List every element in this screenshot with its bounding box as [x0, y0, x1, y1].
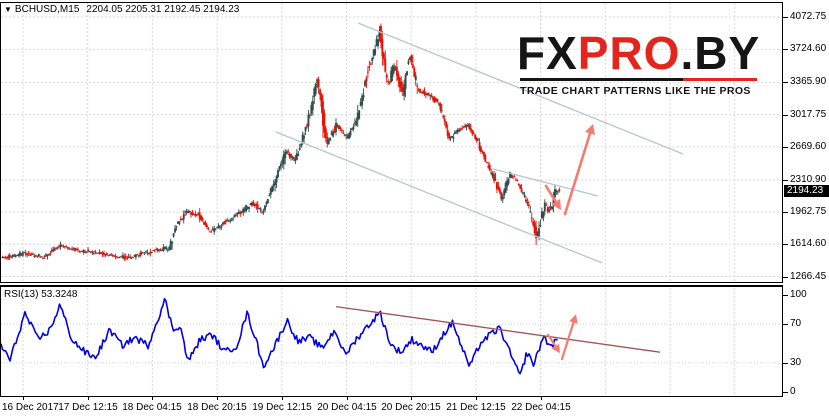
time-tick-label: 21 Dec 12:15	[446, 402, 506, 413]
price-tick-label: 1266.45	[790, 271, 827, 282]
time-tick-mark	[347, 397, 348, 400]
time-axis[interactable]: 16 Dec 2017 17 Dec 12:15 18 Dec 04:15 18 De…	[0, 396, 783, 420]
price-tick-label: 1962.75	[790, 206, 827, 217]
rsi-tick-mark	[783, 363, 788, 364]
rsi-tick-label: 30	[790, 357, 802, 368]
rsi-tick-label: 100	[790, 289, 807, 300]
current-price-badge: 2194.23	[784, 185, 829, 197]
time-tick-label: 18 Dec 20:15	[187, 402, 247, 413]
time-tick-label: 18 Dec 04:15	[122, 402, 182, 413]
time-tick-label: 16 Dec 2017	[2, 402, 59, 413]
price-tick-mark	[783, 82, 788, 83]
price-tick-mark	[783, 180, 788, 181]
ohlc-expand-icon[interactable]: ▼	[4, 5, 12, 14]
price-tick-label: 4072.75	[790, 11, 827, 22]
price-tick-label: 3365.90	[790, 76, 827, 87]
price-tick-label: 1614.60	[790, 238, 827, 249]
chart-title: ▼ BCHUSD,M15 2204.05 2205.31 2192.45 2194.…	[4, 4, 239, 15]
rsi-tick-mark	[783, 324, 788, 325]
time-tick-label: 20 Dec 20:15	[381, 402, 441, 413]
price-tick-label: 3017.75	[790, 109, 827, 120]
price-tick-label: 2310.90	[790, 174, 827, 185]
price-tick-mark	[783, 147, 788, 148]
time-tick-mark	[411, 397, 412, 400]
rsi-tick-mark	[783, 392, 788, 393]
time-tick-label: 20 Dec 04:15	[317, 402, 377, 413]
price-tick-label: 3724.60	[790, 43, 827, 54]
price-tick-mark	[783, 277, 788, 278]
time-tick-label: 17 Dec 12:15	[58, 402, 118, 413]
time-tick-mark	[476, 397, 477, 400]
rsi-tick-label: 70	[790, 318, 802, 329]
price-tick-label: 2669.60	[790, 141, 827, 152]
time-tick-mark	[88, 397, 89, 400]
time-tick-mark	[23, 397, 24, 400]
time-tick-mark	[282, 397, 283, 400]
time-tick-label: 22 Dec 04:15	[511, 402, 571, 413]
rsi-tick-label: 0	[790, 386, 796, 397]
rsi-indicator-label: RSI(13) 53.3248	[4, 289, 78, 300]
price-tick-mark	[783, 212, 788, 213]
ohlc-values: 2204.05 2205.31 2192.45 2194.23	[86, 4, 240, 15]
time-tick-mark	[217, 397, 218, 400]
price-axis[interactable]: 4072.75 3724.60 3365.90 3017.75 2669.60 2310.…	[783, 0, 829, 420]
price-tick-mark	[783, 244, 788, 245]
price-tick-mark	[783, 115, 788, 116]
time-tick-mark	[541, 397, 542, 400]
symbol-timeframe-label: BCHUSD,M15	[14, 4, 80, 15]
price-tick-mark	[783, 17, 788, 18]
rsi-tick-mark	[783, 295, 788, 296]
price-tick-mark	[783, 49, 788, 50]
time-tick-label: 19 Dec 12:15	[252, 402, 312, 413]
time-tick-mark	[152, 397, 153, 400]
